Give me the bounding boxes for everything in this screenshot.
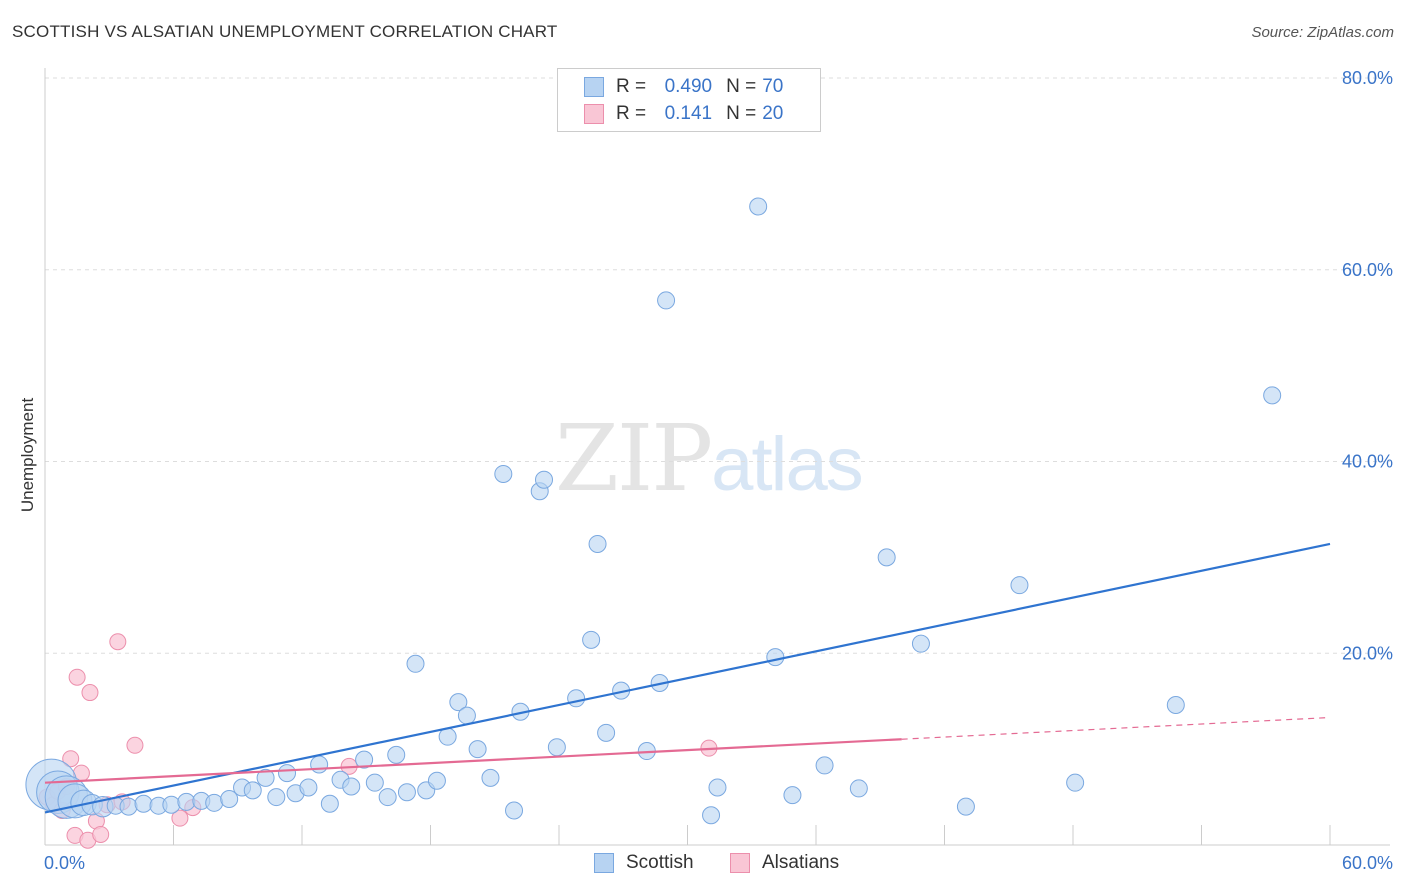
watermark-zip: ZIP [555, 405, 713, 512]
alsatians-point [109, 633, 127, 651]
scottish-point [468, 740, 487, 759]
legend-row-scottish: R = 0.490 N = 70 [584, 74, 783, 100]
alsatians-points-layer [38, 633, 718, 849]
scottish-point [278, 764, 297, 783]
watermark: ZIPatlas [555, 405, 864, 512]
scottish-point [365, 773, 384, 792]
scottish-point [1263, 386, 1282, 405]
scottish-point [911, 634, 930, 653]
alsatians-point [81, 684, 99, 702]
scottish-point [427, 771, 446, 790]
r-label: R = [616, 76, 647, 97]
scottish-point [849, 779, 868, 798]
scottish-point [1066, 773, 1085, 792]
grid-layer [45, 77, 1390, 654]
scottish-point [815, 756, 834, 775]
alsatians-trend-extension [901, 716, 1331, 740]
alsatians-point [171, 809, 189, 827]
scottish-point [267, 788, 286, 807]
scottish-point [535, 470, 554, 489]
scottish-point [320, 794, 339, 813]
scottish-point [708, 778, 727, 797]
scottish-point [162, 795, 181, 814]
r-value: 0.490 [664, 76, 713, 97]
scottish-point [220, 789, 239, 808]
scottish-point [205, 793, 224, 812]
alsatians-trend-line [44, 738, 902, 784]
scottish-point [1010, 576, 1029, 595]
correlation-legend: R = 0.490 N = 70 R = 0.141 N = 20 [557, 68, 821, 132]
trend-layer [44, 542, 1331, 814]
y-tick-label: 40.0% [1342, 452, 1393, 472]
legend-row-alsatians: R = 0.141 N = 20 [584, 101, 783, 127]
scottish-point [243, 781, 262, 800]
alsatians-point [68, 668, 86, 686]
scottish-point [481, 768, 500, 787]
x-tick-label: 0.0% [44, 853, 85, 873]
axis-layer [44, 68, 1390, 846]
scottish-point [657, 291, 676, 310]
scottish-point [310, 755, 329, 774]
scottish-point [749, 197, 768, 216]
alsatians-swatch [584, 104, 604, 124]
chart-title: SCOTTISH VS ALSATIAN UNEMPLOYMENT CORREL… [12, 22, 558, 41]
n-label: N = [726, 76, 757, 97]
alsatians-swatch [730, 853, 750, 873]
scottish-point [406, 654, 425, 673]
scottish-point [956, 797, 975, 816]
r-label: R = [616, 103, 647, 124]
scottish-point [1166, 696, 1185, 715]
scottish-point [449, 693, 468, 712]
n-value: 70 [762, 76, 784, 97]
legend-item-scottish[interactable]: Scottish [594, 852, 694, 874]
n-value: 20 [762, 103, 784, 124]
scottish-point [783, 786, 802, 805]
scottish-point [702, 806, 721, 825]
y-axis-label: Unemployment [18, 397, 37, 513]
series-legend: Scottish Alsatians [0, 852, 1406, 878]
scottish-point [387, 745, 406, 764]
scottish-point [397, 783, 416, 802]
scottish-point [256, 768, 275, 787]
scottish-point [494, 464, 513, 483]
scottish-point [355, 750, 374, 769]
scottish-point [342, 777, 361, 796]
scottish-point [766, 648, 785, 667]
legend-item-alsatians[interactable]: Alsatians [730, 852, 839, 874]
scottish-point [505, 801, 524, 820]
tick-label-layer: 20.0% 40.0% 60.0% 80.0% 0.0% 60.0% [44, 68, 1393, 873]
scottish-point [119, 797, 138, 816]
scottish-trend-line [44, 542, 1331, 814]
scottish-point [299, 778, 318, 797]
y-tick-label: 60.0% [1342, 260, 1393, 280]
scottish-point [134, 794, 153, 813]
scottish-point [597, 723, 616, 742]
scottish-swatch [594, 853, 614, 873]
alsatians-point [62, 750, 80, 768]
n-label: N = [726, 103, 757, 124]
scottish-point [567, 689, 586, 708]
source-credit: Source: ZipAtlas.com [1251, 24, 1394, 41]
scottish-point [438, 727, 457, 746]
y-tick-label: 20.0% [1342, 643, 1393, 663]
scottish-point [877, 548, 896, 567]
scottish-point [177, 792, 196, 811]
x-tick-label: 60.0% [1342, 853, 1393, 873]
legend-label-alsatians: Alsatians [762, 852, 840, 873]
scottish-point [457, 706, 476, 725]
scottish-point [588, 534, 607, 553]
y-tick-label: 80.0% [1342, 68, 1393, 88]
alsatians-point [92, 825, 110, 843]
scottish-point [378, 788, 397, 807]
legend-label-scottish: Scottish [626, 852, 694, 873]
scottish-point [582, 630, 601, 649]
scottish-point [547, 738, 566, 757]
scottish-points-layer [25, 197, 1282, 825]
alsatians-point [126, 736, 144, 754]
r-value: 0.141 [664, 103, 713, 124]
scottish-swatch [584, 77, 604, 97]
watermark-atlas: atlas [711, 422, 864, 507]
